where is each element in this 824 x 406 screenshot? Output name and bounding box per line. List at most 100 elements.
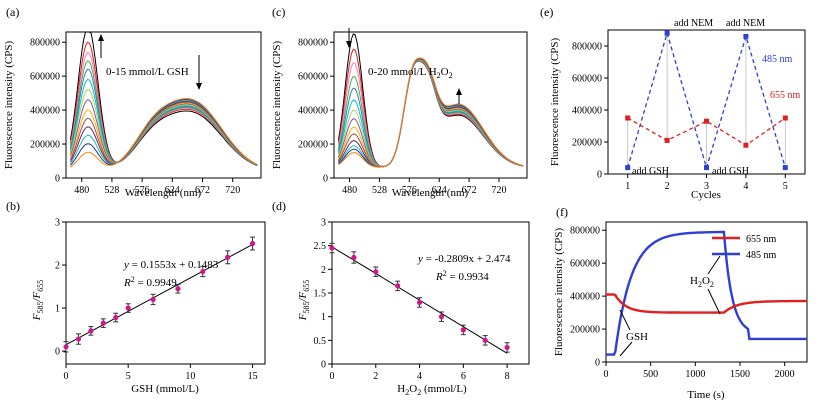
- panel-b-x-ticks: 0 5 10 15: [64, 364, 258, 382]
- panel-e-plot: [625, 30, 788, 171]
- e-data-point: [782, 115, 788, 121]
- panel-a-arrowhead-up: [98, 34, 104, 41]
- panel-b-y-ticks: 0 1 2 3: [55, 218, 66, 358]
- e-data-point: [664, 137, 670, 143]
- c-spectrum-line: [338, 57, 524, 168]
- panel-f-label-h2o2: H2O2: [690, 275, 714, 289]
- panel-e-annotation-gsh-2: add GSH: [712, 166, 749, 177]
- panel-d-ylabel-main: F: [297, 313, 309, 321]
- e-data-point: [664, 30, 670, 36]
- d-data-point: [416, 299, 423, 306]
- panel-f-h2o2-prefix: H: [690, 275, 698, 287]
- panel-d-ylabel-sub2: 655: [302, 280, 311, 292]
- f-ytick-label: 800000: [570, 226, 600, 237]
- e-ytick-label: 600000: [572, 74, 602, 85]
- panel-c-annotation-prefix: 0-20 mmol/L H: [368, 66, 437, 78]
- panel-e-y-ticks: 0 200000 400000 600000 800000: [572, 42, 608, 181]
- e-xtick-label: 3: [704, 181, 709, 192]
- e-data-point: [704, 165, 709, 171]
- e-xtick-label: 2: [665, 181, 670, 192]
- panel-d-r2-label: R: [435, 271, 443, 283]
- b-data-point: [200, 268, 206, 275]
- panel-d-x-ticks: 0 2 4 6 8: [330, 364, 510, 382]
- panel-f-ylabel: Fluorescence intensity (CPS): [553, 228, 565, 357]
- b-xtick-label: 10: [185, 371, 195, 382]
- d-xtick-label: 4: [417, 371, 422, 382]
- d-ytick-label: 2.5: [314, 241, 327, 252]
- d-data-point: [482, 337, 488, 343]
- d-data-point: [395, 283, 401, 289]
- d-xtick-label: 0: [330, 371, 335, 382]
- panel-e-xlabel: Cycles: [691, 189, 721, 201]
- c-ytick-label: 600000: [298, 72, 328, 83]
- e-data-point: [743, 33, 749, 39]
- panel-a-x-ticks: 480 528 576 624 672 720: [74, 178, 240, 196]
- e-ytick-label: 0: [597, 170, 602, 181]
- d-ytick-label: 0.5: [314, 336, 327, 347]
- b-xtick-label: 5: [126, 371, 131, 382]
- a-ytick-label: 800000: [30, 38, 60, 49]
- b-data-point: [100, 320, 106, 326]
- panel-b-xlabel: GSH (mmol/L): [131, 383, 199, 395]
- b-ytick-label: 0: [55, 347, 60, 358]
- panel-d-eq-y: y: [417, 253, 423, 265]
- panel-f-arrow-h2o2: [707, 255, 721, 275]
- a-ytick-label: 600000: [30, 72, 60, 83]
- d-data-point: [438, 314, 445, 320]
- c-xtick-label: 576: [402, 185, 417, 196]
- panel-a-frame: [65, 31, 262, 179]
- a-xtick-label: 480: [74, 185, 89, 196]
- e-data-point: [625, 165, 631, 171]
- b-ytick-label: 3: [55, 218, 60, 229]
- panel-f-y-ticks: 0 200000 400000 600000 800000: [570, 226, 606, 369]
- d-ytick-label: 2: [321, 265, 326, 276]
- panel-d-ylabel-mid: /F: [297, 291, 309, 302]
- panel-d-xlabel-mid: O: [409, 383, 417, 395]
- e-data-point: [704, 118, 709, 124]
- f-ytick-label: 600000: [570, 259, 600, 270]
- panel-c-annotation: 0-20 mmol/L H2O2: [368, 66, 453, 80]
- d-ytick-label: 1: [321, 312, 326, 323]
- panel-c-curves: [337, 33, 524, 168]
- b-data-point: [88, 328, 94, 334]
- panel-label-e: (e): [540, 5, 553, 19]
- b-xtick-label: 0: [64, 371, 69, 382]
- c-ytick-label: 0: [323, 174, 328, 185]
- a-xtick-label: 672: [195, 185, 210, 196]
- panel-c-arrowhead-down: [346, 41, 352, 48]
- e-series-line: [627, 117, 786, 146]
- b-data-point: [175, 286, 181, 292]
- c-ytick-label: 200000: [298, 140, 328, 151]
- panel-d-plot: [329, 242, 510, 354]
- panel-f-h2o2-sub2: 2: [710, 280, 714, 289]
- d-ytick-label: 0: [321, 360, 326, 371]
- f-xtick-label: 1500: [730, 369, 750, 380]
- panel-d-ylabel: F585/F655: [297, 280, 311, 322]
- panel-d-xlabel-sub1: 2: [405, 388, 409, 397]
- panel-a-curves: [69, 31, 258, 168]
- panel-b-r2: R2 = 0.9949: [123, 275, 177, 289]
- panel-c-xlabel: Wavelength (nm): [392, 187, 469, 199]
- b-ytick-label: 1: [55, 304, 60, 315]
- panel-b-eq-y: y: [123, 259, 129, 271]
- panel-d-r2: R2 = 0.9934: [435, 269, 489, 283]
- panel-f-h2o2-sub1: 2: [698, 280, 702, 289]
- panel-label-a: (a): [6, 5, 19, 19]
- panel-a-annotation: 0-15 mmol/L GSH: [106, 66, 189, 78]
- panel-f-label-gsh: GSH: [626, 331, 648, 343]
- f-xtick-label: 1000: [685, 369, 705, 380]
- panel-e-annotation-nem-1: add NEM: [674, 18, 713, 29]
- a-ytick-label: 200000: [30, 140, 60, 151]
- panel-c-annotation-sub1: 2: [437, 71, 441, 80]
- panel-b-plot: [63, 236, 256, 353]
- panel-e-ylabel: Fluorescence intensity (CPS): [549, 38, 561, 167]
- panel-a-arrowhead-down: [196, 83, 202, 90]
- panel-e-legend-485: 485 nm: [762, 54, 793, 65]
- f-series-485: [606, 230, 807, 356]
- panel-f-arrow-gsh: [619, 309, 631, 331]
- panel-e-x-ticks: 1 2 3 4 5: [625, 174, 788, 192]
- c-xtick-label: 672: [462, 185, 477, 196]
- d-data-point: [329, 245, 335, 251]
- panel-f-frame: [605, 221, 808, 363]
